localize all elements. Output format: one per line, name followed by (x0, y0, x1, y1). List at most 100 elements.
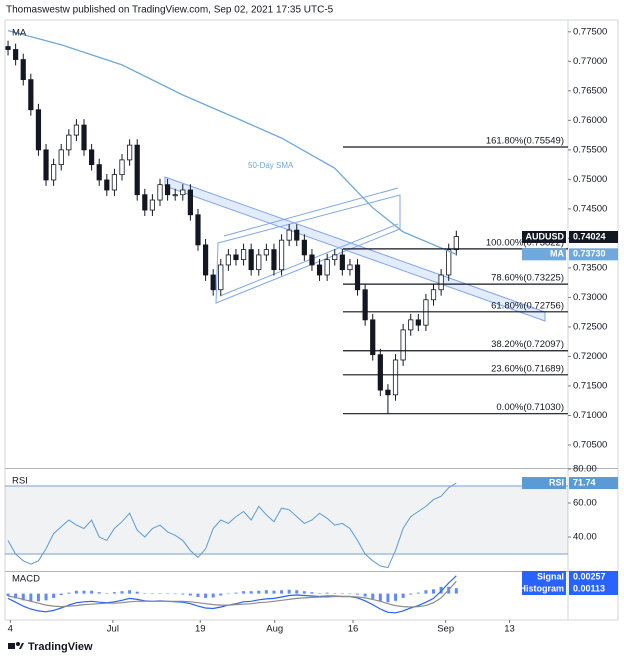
candle-body (286, 229, 292, 241)
candle-body (309, 254, 315, 266)
histogram-bar (150, 593, 154, 595)
candle-body (89, 149, 95, 166)
x-tick-label: 4 (8, 624, 13, 635)
header: Thomaswestw published on TradingView.com… (6, 5, 334, 16)
histogram-bar (378, 593, 382, 602)
y-tick-label: 0.71000 (573, 410, 607, 421)
candle-body (164, 184, 171, 196)
histogram-bar (196, 593, 200, 597)
histogram-bar (105, 593, 109, 594)
x-tick-label: Jul (107, 624, 119, 635)
candle-body (157, 184, 163, 201)
histogram-bar (143, 593, 147, 594)
candle-body (446, 249, 452, 276)
candle-body (324, 259, 330, 276)
badge-name: Histogram (519, 583, 564, 593)
badge-name-bg (522, 583, 566, 595)
trend-channel-line (219, 223, 399, 297)
histogram-bar (318, 593, 322, 594)
badge-value-bg (569, 230, 618, 243)
histogram-bar (234, 592, 238, 594)
candle-body (392, 359, 399, 396)
candle-body (263, 249, 269, 256)
badge-value-bg (569, 571, 618, 583)
histogram-bar (226, 593, 230, 595)
histogram-bar (242, 591, 246, 594)
candle-body (225, 254, 231, 266)
candle-body (127, 144, 133, 161)
macd-line (7, 580, 457, 608)
candle-body (142, 194, 148, 211)
histogram-bar (363, 593, 367, 597)
histogram-bar (272, 590, 276, 594)
histogram-bar (14, 593, 18, 599)
candle-body (5, 46, 11, 50)
y-tick-label: 0.73000 (573, 292, 607, 303)
histogram-bar (302, 591, 306, 594)
histogram-bar (166, 593, 170, 595)
histogram-bar (371, 593, 375, 599)
candle-body (385, 389, 391, 396)
candle-body (438, 274, 444, 291)
y-tick-label: 0.71500 (573, 380, 607, 391)
indicator-label: MA (12, 28, 27, 39)
badge-value: 0.74024 (573, 231, 606, 241)
candle-body (43, 149, 49, 181)
histogram-bar (287, 589, 291, 594)
candle-body (453, 236, 459, 251)
candle-body (278, 239, 285, 271)
histogram-bar (432, 589, 436, 594)
y-tick-label: 40.00 (573, 532, 597, 543)
candle-body (354, 264, 361, 291)
histogram-bar (112, 592, 116, 594)
panel-title: MACD (12, 574, 40, 585)
histogram-bar (416, 592, 420, 594)
footer: TradingView (28, 641, 93, 653)
candle-body (377, 354, 383, 391)
histogram-bar (333, 593, 337, 594)
x-tick-label: 13 (504, 624, 515, 635)
histogram-bar (295, 590, 299, 594)
histogram-bar (173, 593, 177, 595)
fib-label: 38.20%(0.72097) (491, 339, 564, 350)
candle-body (301, 239, 307, 256)
candle-body (271, 249, 277, 271)
histogram-bar (249, 591, 253, 594)
candle-body (316, 264, 323, 276)
badge-value-bg (569, 477, 618, 490)
histogram-bar (67, 592, 71, 594)
histogram-bar (394, 593, 398, 601)
histogram-bar (181, 593, 185, 595)
candle-body (58, 149, 64, 166)
y-tick-label: 0.75500 (573, 144, 607, 155)
x-tick-label: 19 (195, 624, 206, 635)
histogram-bar (310, 592, 314, 594)
candle-body (347, 264, 353, 271)
histogram-bar (454, 588, 458, 594)
histogram-bar (74, 590, 78, 594)
histogram-bar (204, 593, 208, 598)
badge-name-bg (522, 248, 566, 261)
candle-body (66, 134, 72, 151)
y-tick-label: 0.76000 (573, 115, 607, 126)
candle-body (240, 249, 247, 261)
y-tick-label: 80.00 (573, 464, 597, 475)
histogram-bar (211, 593, 215, 598)
badge-name-bg (522, 230, 566, 243)
y-tick-label: 0.77000 (573, 56, 607, 67)
histogram-bar (386, 593, 390, 603)
candle-body (187, 189, 193, 216)
histogram-bar (325, 592, 329, 594)
y-tick-label: 0.77500 (573, 26, 607, 37)
histogram-bar (158, 593, 162, 594)
candle-body (332, 254, 338, 261)
panel-title: RSI (12, 476, 28, 487)
candle-body (400, 329, 406, 361)
candle-body (13, 49, 19, 60)
badge-value-bg (569, 583, 618, 595)
histogram-bar (52, 593, 56, 598)
candle-body (134, 144, 140, 196)
candle-body (35, 109, 42, 151)
